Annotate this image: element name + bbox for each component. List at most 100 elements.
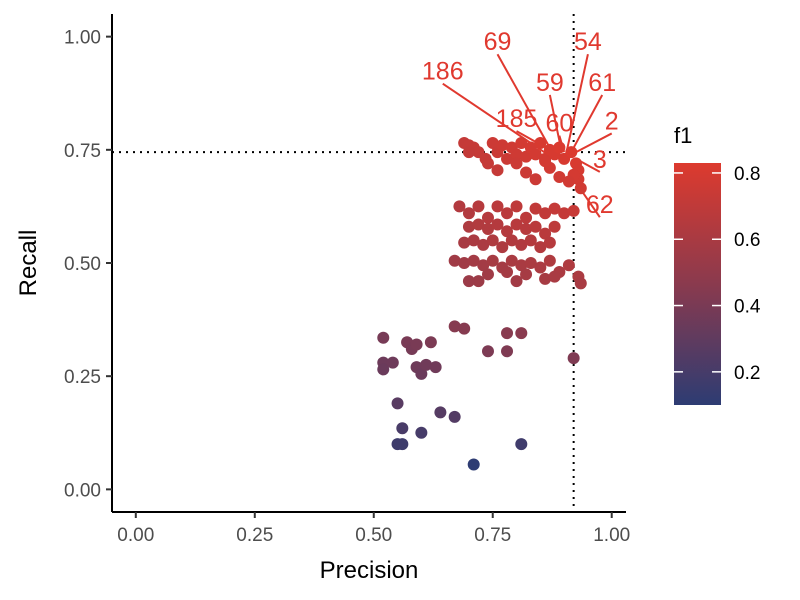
data-point (534, 241, 547, 254)
data-point (534, 137, 547, 150)
annotation-leader-line (496, 53, 554, 153)
data-point (491, 164, 504, 177)
data-point (529, 220, 542, 233)
data-point (481, 223, 494, 236)
x-tick-label: 0.00 (117, 525, 154, 546)
data-point (448, 320, 461, 333)
annotation-leader-line (570, 94, 604, 153)
data-point (462, 220, 475, 233)
x-tick-label: 0.25 (236, 525, 273, 546)
data-point (515, 259, 528, 272)
data-point (377, 363, 390, 376)
data-point (496, 241, 509, 254)
data-point (472, 200, 485, 213)
data-point (558, 207, 571, 220)
data-point (565, 146, 578, 159)
data-point (481, 211, 494, 224)
data-point (510, 148, 523, 161)
data-point (429, 361, 442, 374)
y-axis-title: Recall (15, 230, 42, 297)
data-point (386, 356, 399, 369)
data-point (539, 155, 552, 168)
data-point (534, 261, 547, 274)
data-point (510, 218, 523, 231)
color-legend: f1 0.2 0.4 0.6 0.8 (674, 123, 761, 405)
data-point (529, 148, 542, 161)
data-point (496, 139, 509, 152)
data-point (529, 202, 542, 215)
data-point (486, 254, 499, 267)
x-tick-label: 0.75 (474, 525, 511, 546)
data-point (553, 141, 566, 154)
data-point (505, 254, 518, 267)
data-point (524, 257, 537, 269)
data-point (477, 259, 490, 272)
data-point (510, 157, 523, 170)
data-point (567, 352, 580, 365)
data-point (539, 272, 552, 285)
data-point (501, 207, 514, 220)
data-point (486, 234, 499, 247)
x-axis-title: Precision (320, 557, 419, 584)
data-point (472, 218, 485, 231)
annotation-label: 61 (588, 69, 616, 97)
y-tick-label: 0.00 (64, 480, 101, 501)
data-point (448, 254, 461, 267)
data-point (424, 336, 437, 349)
x-axis-ticks: 0.00 0.25 0.50 0.75 1.00 (117, 512, 630, 546)
y-tick-label: 1.00 (64, 28, 101, 49)
x-tick-label: 0.50 (355, 525, 392, 546)
legend-colorbar (674, 163, 721, 405)
data-point (481, 268, 494, 281)
data-point (467, 234, 480, 247)
data-point (410, 338, 423, 351)
data-point (434, 406, 447, 419)
data-point (501, 152, 514, 165)
annotation-label: 62 (586, 191, 614, 219)
data-point (477, 238, 490, 251)
data-point (520, 223, 533, 236)
data-point (548, 202, 561, 215)
data-point (510, 200, 523, 213)
annotation-label: 59 (536, 69, 564, 97)
data-point (515, 327, 528, 340)
data-point (520, 150, 533, 163)
annotation-label: 3 (593, 146, 607, 174)
data-point (543, 236, 556, 249)
legend-ticks: 0.2 0.4 0.6 0.8 (674, 164, 761, 384)
data-point (467, 458, 480, 471)
data-point (467, 254, 480, 267)
data-point (520, 166, 533, 179)
data-point (524, 234, 537, 247)
data-point (501, 327, 514, 340)
annotation-labels: 69 54 186 59 61 185 60 2 3 62 (422, 28, 619, 219)
data-point (458, 236, 471, 249)
data-point (548, 270, 561, 283)
data-point (574, 182, 587, 195)
data-point (501, 345, 514, 358)
annotation-leader-line (565, 54, 589, 153)
data-point (462, 146, 475, 159)
data-point (501, 225, 514, 238)
data-point (510, 275, 523, 288)
data-point (472, 275, 485, 288)
data-point (515, 438, 528, 451)
data-point (420, 358, 433, 371)
legend-title: f1 (674, 123, 692, 148)
data-point (501, 266, 514, 279)
y-tick-label: 0.25 (64, 367, 101, 388)
y-axis-ticks: 0.00 0.25 0.50 0.75 1.00 (64, 28, 112, 501)
annotation-label: 2 (605, 107, 619, 135)
data-point (529, 173, 542, 186)
data-point (574, 277, 587, 290)
data-point (553, 170, 566, 183)
data-point (562, 259, 575, 272)
data-point (462, 275, 475, 288)
data-point (505, 234, 518, 247)
data-point (377, 331, 390, 344)
y-tick-label: 0.50 (64, 254, 101, 275)
data-point (515, 238, 528, 251)
legend-tick-label: 0.8 (734, 164, 760, 185)
data-point (539, 227, 552, 240)
